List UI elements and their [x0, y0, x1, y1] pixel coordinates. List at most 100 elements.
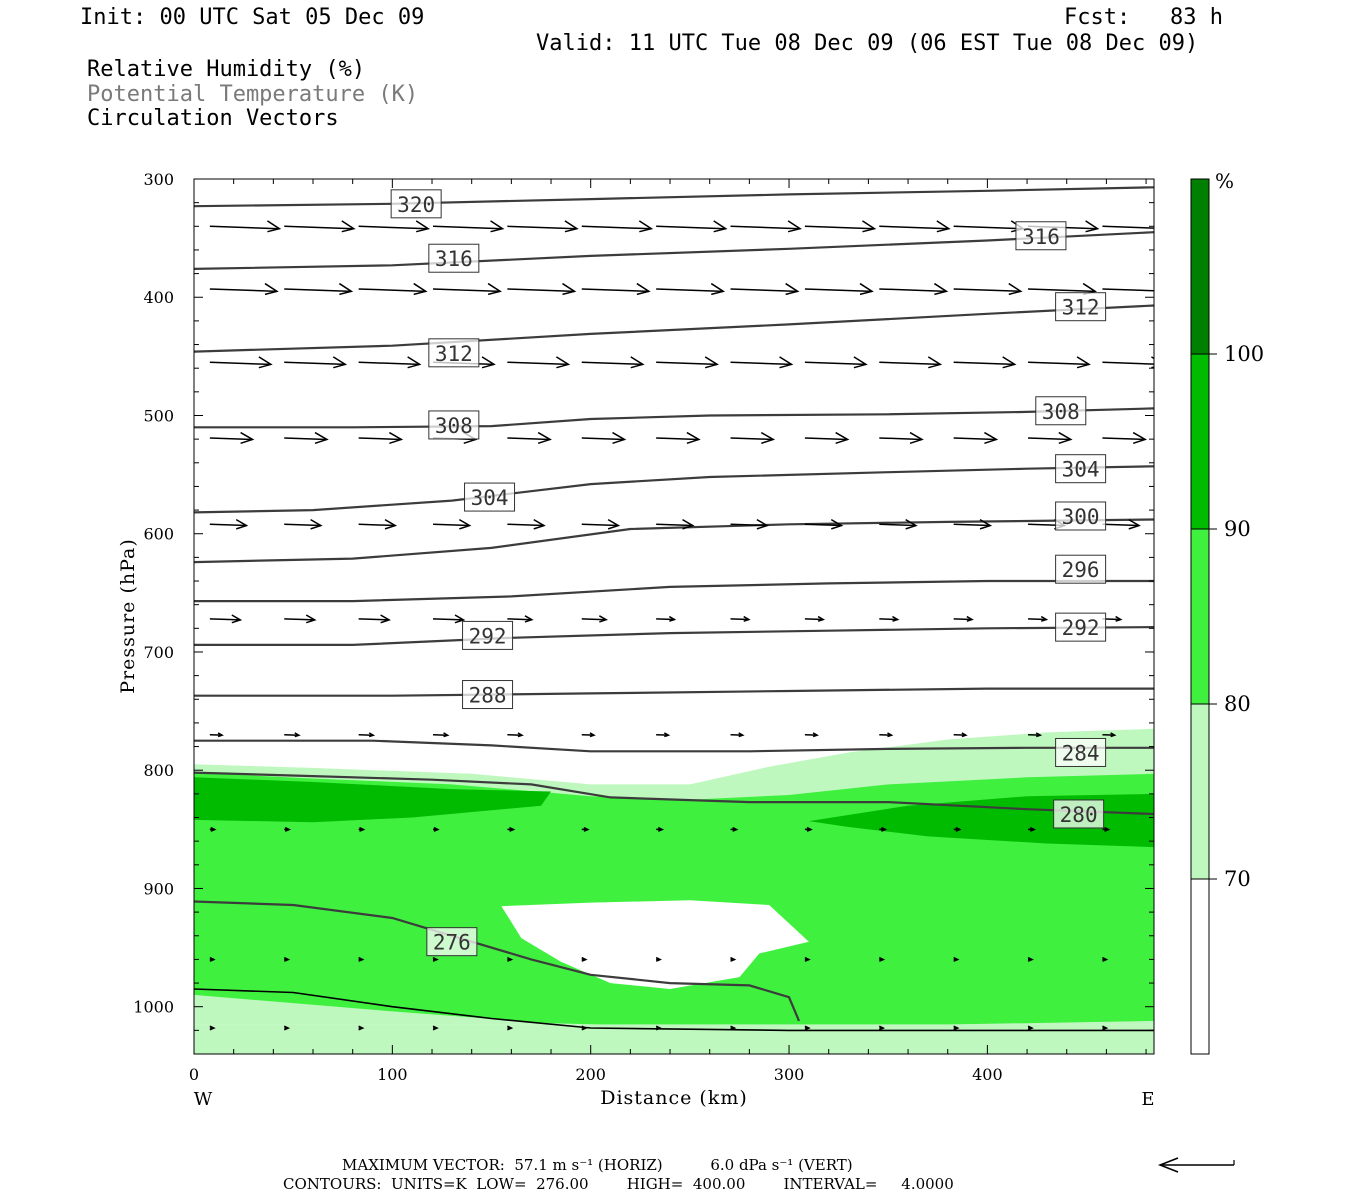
y-tick-label: 900 [143, 879, 174, 898]
circulation-vector [432, 225, 503, 230]
theta-contour-300 [194, 518, 1154, 564]
theta-label: 308 [435, 414, 473, 438]
theta-label: 292 [469, 624, 507, 648]
vector-head [663, 732, 671, 738]
theta-contour-296 [194, 579, 1154, 603]
circulation-vector [1028, 618, 1047, 621]
vector-head [564, 220, 579, 233]
colorbar-label: 70 [1224, 867, 1251, 891]
vector-head [881, 826, 888, 832]
theta-label-box [1055, 554, 1107, 584]
vector-head [979, 519, 993, 530]
vector-head [682, 519, 695, 530]
y-tick-label: 600 [143, 525, 174, 544]
vector-head [779, 356, 794, 369]
circulation-vector [953, 437, 997, 441]
rh-hole [501, 900, 809, 989]
vector-head [1035, 732, 1043, 738]
circulation-vector [358, 288, 426, 293]
theta-label-box [426, 927, 478, 957]
axis-ticks: 300 400 500 600 700 800 900 1000 0 100 200 300 400 [133, 170, 1154, 1084]
contour-info-note: CONTOURS: UNITS=K LOW= 276.00 HIGH= 400.… [283, 1175, 954, 1193]
circulation-vector [730, 361, 792, 366]
circulation-vectors [209, 220, 1154, 1031]
vector-head [490, 220, 505, 233]
theta-label: 308 [1042, 400, 1080, 424]
field-rh-label: Relative Humidity (%) [87, 57, 366, 82]
circulation-vector [284, 361, 346, 366]
circulation-vector [358, 618, 390, 621]
vector-head [862, 220, 877, 233]
vector-head [555, 356, 571, 369]
theta-label: 276 [433, 931, 471, 955]
vector-head [283, 956, 291, 962]
circulation-vector [284, 523, 321, 527]
vector-head [1029, 826, 1036, 832]
vector-head [953, 1025, 960, 1031]
vector-head [1102, 956, 1109, 962]
vector-head [507, 956, 514, 962]
circulation-vector [507, 618, 532, 621]
vector-head [804, 1025, 811, 1031]
plot-frame [193, 178, 1155, 1055]
vector-head [358, 956, 365, 962]
theta-label-box [428, 338, 480, 368]
circulation-vector [1028, 361, 1090, 366]
vector-head [892, 615, 900, 622]
circulation-vector [804, 618, 824, 621]
circulation-vector [581, 361, 643, 366]
vector-head [1128, 519, 1141, 530]
vector-head [743, 615, 751, 622]
circulation-vector [358, 361, 420, 366]
vector-head [927, 356, 943, 369]
x-tick-label: 200 [575, 1065, 606, 1084]
circulation-vector [730, 225, 801, 230]
theta-label: 316 [435, 247, 473, 271]
colorbar-unit: % [1215, 169, 1234, 193]
vector-head [812, 732, 819, 738]
vector-head [817, 615, 826, 622]
vector-head [598, 615, 609, 623]
circulation-vector [507, 437, 551, 441]
theta-label: 296 [1062, 558, 1100, 582]
circulation-vector [507, 225, 577, 230]
vector-head [209, 1025, 216, 1031]
colorbar-segment [1191, 354, 1209, 529]
circulation-vector [804, 523, 842, 527]
contour-labels: 276 280 284 288 292 292 296 300 304 304 308 308 312 3… [390, 189, 1107, 957]
theta-label-box [1055, 612, 1107, 642]
vector-head [388, 431, 404, 445]
vector-head [1102, 1025, 1109, 1031]
theta-label: 312 [435, 342, 473, 366]
vector-head [657, 826, 665, 832]
vector-head [1027, 1025, 1034, 1031]
circulation-vector [1102, 288, 1154, 292]
colorbar-segment [1191, 704, 1209, 879]
vector-head [878, 956, 886, 962]
circulation-vector [209, 618, 241, 621]
circulation-vector [432, 288, 501, 293]
y-tick-label: 400 [143, 288, 174, 307]
vector-head [830, 519, 844, 530]
circulation-vector [879, 437, 923, 441]
theta-label-box [1053, 799, 1105, 829]
circulation-vector [953, 618, 972, 621]
vector-head [454, 614, 466, 624]
vector-head [1008, 282, 1023, 296]
vector-head [589, 732, 596, 738]
vector-head [210, 826, 217, 832]
circulation-vector [284, 618, 315, 621]
circulation-vector [581, 523, 619, 527]
vector-head [655, 956, 662, 962]
vector-head [283, 1025, 291, 1031]
vector-head [638, 220, 654, 233]
colorbar-segment [1191, 879, 1209, 1054]
vector-head [258, 356, 273, 369]
vector-head [1104, 826, 1111, 832]
vector-head [704, 356, 719, 369]
vector-head [533, 519, 546, 530]
theta-label-box [1055, 454, 1107, 484]
theta-label: 312 [1062, 296, 1100, 320]
circulation-vector [284, 733, 299, 737]
